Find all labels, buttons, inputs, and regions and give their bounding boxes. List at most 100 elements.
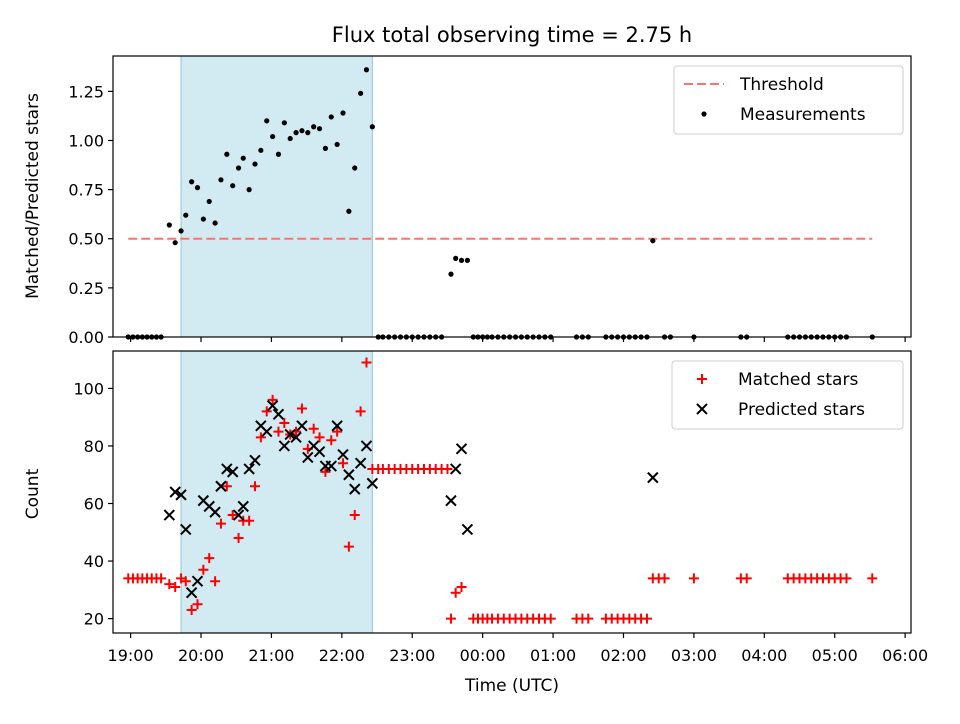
matched-stars-point [332, 426, 343, 437]
y-tick-label: 40 [84, 552, 104, 571]
matched-stars-point [355, 406, 366, 417]
y-tick-label: 1.00 [68, 131, 104, 150]
x-axis-label: Time (UTC) [464, 676, 559, 696]
bottom-y-axis-label: Count [23, 468, 43, 519]
predicted-stars-point [366, 477, 379, 490]
measurement-point [448, 271, 454, 277]
predicted-stars-point [647, 471, 659, 484]
measurement-point [252, 161, 258, 167]
y-tick-label: 100 [73, 379, 104, 398]
axes-frame [112, 350, 912, 634]
measurement-point [281, 120, 287, 126]
matched-stars-point [170, 581, 181, 592]
matched-stars-point [156, 573, 167, 584]
legend-predicted-swatch [696, 403, 708, 415]
matched-stars-point [445, 613, 456, 624]
measurement-point [230, 183, 236, 189]
measurement-point [464, 257, 471, 263]
matched-stars-point [267, 394, 278, 405]
measurement-point [650, 238, 656, 244]
measurement-point [311, 124, 317, 130]
predicted-stars-point [272, 408, 285, 421]
x-tick-label: 01:00 [530, 646, 576, 665]
measurement-point [334, 141, 340, 148]
predicted-stars-point [331, 420, 343, 432]
predicted-stars-point [449, 463, 462, 475]
predicted-stars-point [290, 431, 302, 444]
y-tick-label: 20 [84, 610, 104, 629]
legend-measurements-swatch [701, 111, 707, 117]
predicted-stars-point [237, 500, 249, 513]
y-tick-label: 60 [84, 495, 104, 514]
chart-title: Flux total observing time = 2.75 h [332, 23, 692, 47]
observing-span [180, 350, 373, 634]
axes-frame [112, 55, 912, 338]
matched-stars-point [343, 541, 354, 552]
predicted-stars-point [175, 489, 187, 501]
predicted-stars-point [343, 469, 355, 481]
measurement-point [258, 147, 264, 153]
legend-box [671, 360, 904, 430]
predicted-stars-point [163, 509, 176, 521]
y-tick-label: 80 [84, 437, 104, 456]
top-panel: 0.00 0.25 0.50 0.75 1.00 1.25 Threshold Measure… [68, 55, 912, 347]
x-tick-label: 00:00 [460, 646, 506, 665]
legend-label: Matched stars [738, 370, 858, 390]
matched-stars-point [545, 613, 556, 624]
measurement-point [166, 222, 172, 228]
x-tick-label: 22:00 [319, 646, 365, 665]
measurement-point [358, 90, 364, 96]
predicted-stars-point [261, 425, 273, 438]
predicted-stars-point [180, 523, 192, 536]
measurement-point [200, 216, 206, 222]
measurement-point [322, 145, 329, 151]
predicted-stars-point [185, 587, 198, 599]
matched-stars-point [215, 518, 226, 529]
top-y-axis-label: Matched/Predicted stars [23, 93, 43, 299]
bottom-panel: 20 40 60 80 100 19:00 20:00 21:00 22:00 23:00 00:0… [73, 350, 928, 665]
predicted-stars-point [243, 463, 255, 475]
matched-stars-point [198, 564, 209, 575]
measurement-point [453, 255, 459, 261]
matched-stars-point [659, 573, 670, 584]
matched-stars-point [641, 613, 652, 624]
legend-label: Threshold [739, 75, 824, 95]
legend-matched-swatch [697, 374, 707, 384]
matched-stars-point [192, 599, 203, 610]
observing-span [180, 55, 373, 338]
predicted-stars-point [284, 428, 296, 441]
x-tick-label: 21:00 [248, 646, 294, 665]
matched-stars-point [221, 481, 232, 492]
measurement-point [369, 124, 375, 130]
predicted-stars-point [313, 446, 326, 458]
measurement-point [218, 177, 224, 183]
matched-stars-point [442, 463, 453, 474]
matched-stars-point [249, 481, 260, 492]
measurement-point [224, 151, 230, 157]
matched-stars-point [296, 403, 307, 414]
legend-box [673, 65, 904, 135]
predicted-stars-point [360, 440, 373, 452]
matched-stars-point [261, 406, 272, 417]
measurement-point [293, 130, 299, 136]
measurement-point [458, 257, 465, 263]
measurement-point [194, 185, 201, 191]
predicted-stars-point [191, 575, 204, 587]
measurement-point [246, 187, 252, 193]
predicted-stars-point [354, 457, 367, 469]
matched-stars-point [456, 581, 467, 592]
measurement-point [328, 114, 334, 120]
predicted-stars-point [455, 443, 468, 455]
matched-stars-point [320, 466, 331, 477]
measurement-point [275, 151, 282, 157]
matched-stars-point [255, 432, 266, 443]
measurement-point [235, 165, 242, 171]
matched-stars-point [227, 510, 238, 521]
predicted-stars-point [461, 523, 474, 536]
matched-stars-point [688, 573, 699, 584]
x-tick-label: 06:00 [882, 646, 928, 665]
x-tick-label: 19:00 [108, 646, 154, 665]
matched-stars-point [741, 573, 752, 584]
measurement-point [316, 126, 323, 132]
